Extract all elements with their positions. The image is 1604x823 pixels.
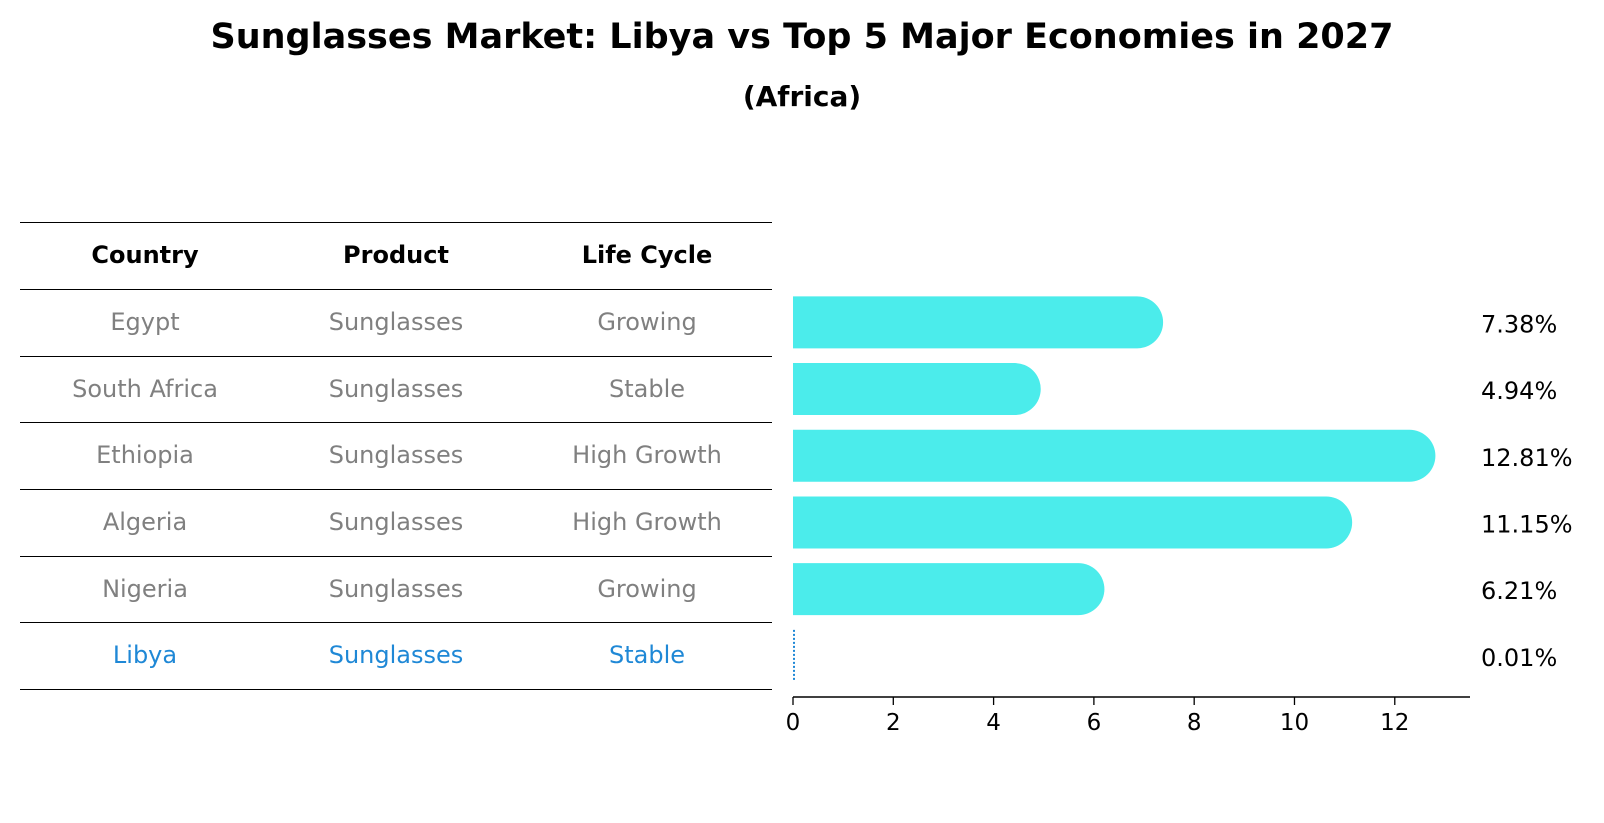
header-country: Country — [91, 241, 199, 269]
chart-subtitle: (Africa) — [742, 80, 862, 113]
header-life-cycle: Life Cycle — [581, 241, 713, 269]
table-rule — [20, 289, 772, 290]
cell-country: Algeria — [102, 508, 188, 536]
cell-product: Sunglasses — [328, 441, 464, 469]
x-tick-label: 4 — [986, 710, 1001, 736]
table-rule — [20, 356, 772, 357]
bar — [793, 496, 1353, 549]
cell-life-cycle: High Growth — [572, 508, 722, 536]
x-tick-label: 2 — [886, 710, 901, 736]
x-tick-label: 6 — [1087, 710, 1102, 736]
cell-product-highlight: Sunglasses — [328, 641, 464, 669]
cell-country-highlight: Libya — [112, 641, 178, 669]
x-tick-label: 10 — [1280, 710, 1309, 736]
header-product: Product — [343, 241, 449, 269]
table-rule — [20, 622, 772, 623]
x-tick-label: 12 — [1380, 710, 1409, 736]
chart-title: Sunglasses Market: Libya vs Top 5 Major … — [210, 17, 1394, 57]
cell-product: Sunglasses — [328, 375, 464, 403]
bar-value-label: 11.15% — [1481, 510, 1573, 538]
x-tick-label: 0 — [786, 710, 801, 736]
table-rule — [20, 489, 772, 490]
bar — [793, 296, 1164, 349]
bar-value-label: 4.94% — [1481, 377, 1557, 405]
table-rule — [20, 689, 772, 690]
cell-life-cycle: Stable — [608, 375, 686, 403]
cell-product: Sunglasses — [328, 308, 464, 336]
table-rule — [20, 556, 772, 557]
bar-value-label: 0.01% — [1481, 644, 1557, 672]
cell-life-cycle: High Growth — [572, 441, 722, 469]
cell-life-cycle-highlight: Stable — [608, 641, 686, 669]
cell-product: Sunglasses — [328, 575, 464, 603]
cell-product: Sunglasses — [328, 508, 464, 536]
cell-life-cycle: Growing — [597, 308, 697, 336]
cell-country: South Africa — [72, 375, 218, 403]
x-tick-label: 8 — [1187, 710, 1202, 736]
bar — [793, 363, 1041, 416]
cell-country: Ethiopia — [96, 441, 194, 469]
bar-value-label: 7.38% — [1481, 310, 1557, 338]
bar-value-label: 12.81% — [1481, 444, 1573, 472]
bar-value-label: 6.21% — [1481, 577, 1557, 605]
bar — [793, 563, 1105, 616]
cell-country: Nigeria — [102, 575, 188, 603]
cell-country: Egypt — [110, 308, 180, 336]
bar — [793, 429, 1436, 482]
table-rule — [20, 422, 772, 423]
cell-life-cycle: Growing — [597, 575, 697, 603]
table-rule — [20, 222, 772, 223]
